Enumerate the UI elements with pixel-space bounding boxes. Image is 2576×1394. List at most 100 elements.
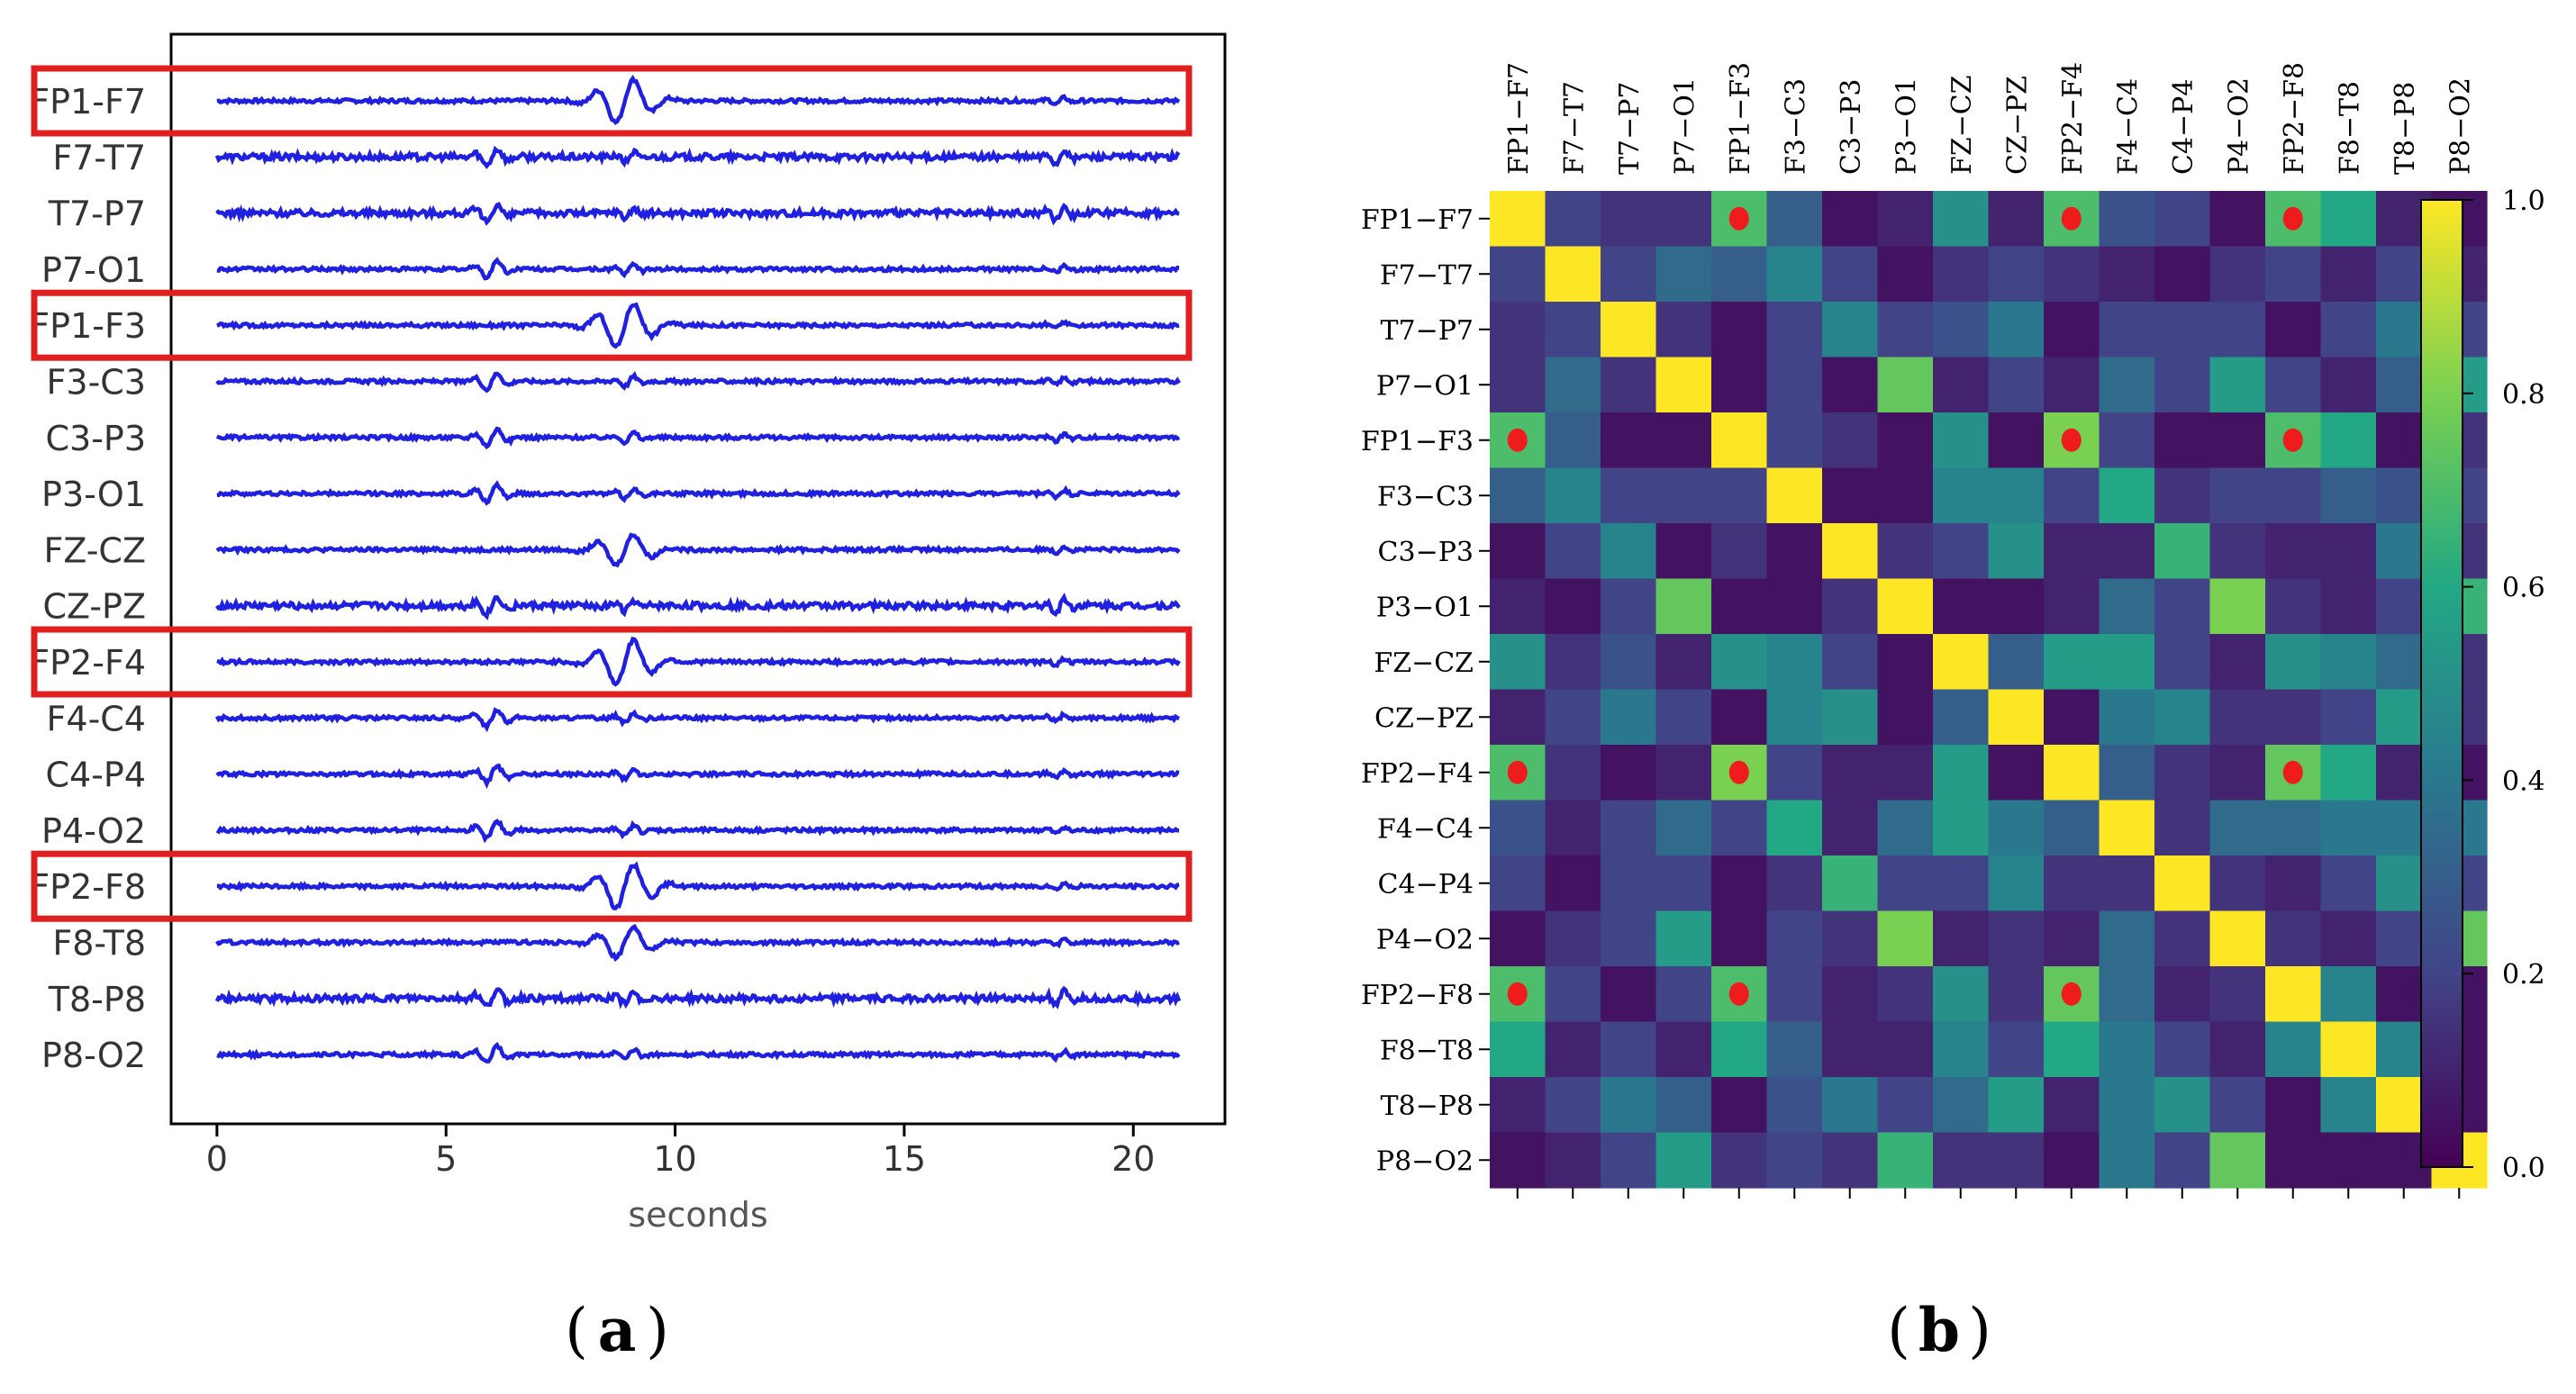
heatmap-cell [1822,910,1879,967]
heatmap-cell [1988,357,2045,413]
heatmap-cell [1655,246,1712,303]
heatmap-cell [2044,578,2100,635]
heatmap-cell [1988,910,2045,967]
heatmap-cell [2099,357,2155,413]
heatmap-cell [1933,412,1990,469]
heatmap-cell [2099,855,2155,912]
heatmap-cell [1877,634,1934,691]
heatmap-cell [2209,1021,2266,1078]
heatmap-cell [2154,1077,2211,1134]
heatmap-cell [1655,800,1712,856]
red-marker [2282,206,2303,231]
heatmap-cell [2320,745,2377,801]
heatmap-cell [1655,412,1712,469]
heatmap-cell [1877,1132,1934,1189]
heatmap-cell [2320,357,2377,413]
heatmap-cell [2209,634,2266,691]
eeg-trace [214,985,1182,1009]
heatmap-cell [1988,800,2045,856]
heatmap-cell [1822,246,1879,303]
heatmap-cell [1711,800,1768,856]
colorbar [2420,199,2463,1168]
heatmap-cell [1933,467,1990,524]
heatmap-cell [2209,191,2266,248]
heatmap-cell [2320,412,2377,469]
heatmap-cell [1766,523,1823,580]
heatmap-cell [2099,523,2155,580]
channel-label: F7-T7 [52,138,146,177]
heatmap-cell [1490,302,1547,358]
heatmap-cell [1877,745,1934,801]
heatmap-cell [2320,855,2377,912]
red-marker [1728,982,1749,1006]
heatmap-cell [2044,745,2100,801]
heatmap-cell [1601,412,1657,469]
heatmap-cell [1877,302,1934,358]
heatmap-cell [1766,302,1823,358]
heatmap-cell [2044,634,2100,691]
heatmap-cell [2209,855,2266,912]
heatmap-cell [1490,855,1547,912]
heatmap-cell [2044,910,2100,967]
heatmap-cell [2320,1021,2377,1078]
red-marker [2061,206,2082,231]
heatmap-cell [2320,800,2377,856]
heatmap-cell [1988,745,2045,801]
heatmap-cell [1877,966,1934,1023]
heatmap-cell [1490,910,1547,967]
heatmap-cell [1933,302,1990,358]
heatmap-cell [2154,467,2211,524]
heatmap-cell [1822,357,1879,413]
heatmap-cell [2265,966,2322,1023]
heatmap-cell [2154,1021,2211,1078]
heatmap-cell [1655,302,1712,358]
heatmap-y-label: FZ−CZ [1374,647,1474,679]
colorbar-tick-label: 0.2 [2502,959,2545,991]
heatmap-cell [1601,246,1657,303]
heatmap-cell [1988,1077,2045,1134]
heatmap-cell [2044,1132,2100,1189]
heatmap-cell [1601,1132,1657,1189]
heatmap-y-label: P8−O2 [1376,1145,1474,1177]
heatmap-cell [1822,689,1879,746]
channel-label: P8-O2 [41,1036,146,1075]
heatmap-cell [2320,191,2377,248]
heatmap-cell [2044,855,2100,912]
heatmap-x-label: F3−C3 [1780,78,1811,175]
heatmap-cell [1766,191,1823,248]
eeg-traces [214,74,1182,1064]
svg-text:): ) [646,1296,669,1365]
eeg-trace [216,861,1180,910]
heatmap-cell [1545,910,1601,967]
heatmap-cell [2320,246,2377,303]
heatmap-cell [2265,689,2322,746]
heatmap-cell [2099,689,2155,746]
heatmap-cell [1545,523,1601,580]
heatmap-cell [1933,1132,1990,1189]
heatmap-cell [1822,191,1879,248]
heatmap-cell [1711,578,1768,635]
heatmap-cell [2099,191,2155,248]
heatmap-cell [1655,1132,1712,1189]
red-marker [1728,760,1749,784]
heatmap-cell [1711,634,1768,691]
heatmap-cell [2209,689,2266,746]
heatmap-cell [1933,357,1990,413]
heatmap-cell [2320,578,2377,635]
heatmap-cell [1601,578,1657,635]
heatmap-cell [1988,634,2045,691]
heatmap-cell [2209,246,2266,303]
channel-label: P4-O2 [41,811,146,851]
heatmap-cell [1822,412,1879,469]
heatmap-cell [2099,910,2155,967]
heatmap-cell [2265,800,2322,856]
heatmap-y-label: FP1−F3 [1361,426,1474,457]
heatmap-cell [2154,246,2211,303]
heatmap-cell [2320,1132,2377,1189]
heatmap-cell [1490,523,1547,580]
heatmap-cell [1711,302,1768,358]
channel-label: FP2-F8 [30,867,146,907]
heatmap-cell [1490,634,1547,691]
channel-label: FP1-F7 [30,82,146,122]
heatmap-cell [1988,302,2045,358]
